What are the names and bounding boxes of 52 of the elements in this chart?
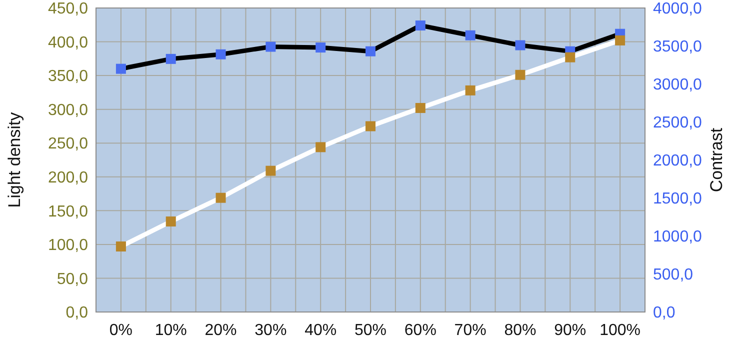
x-tick-label: 10% (154, 322, 187, 339)
point (366, 121, 376, 132)
y-tick-label: 200,0 (48, 169, 88, 186)
y-tick-label: 250,0 (48, 136, 88, 153)
x-tick-label: 70% (454, 322, 486, 339)
y-tick-label: 300,0 (48, 102, 88, 119)
x-tick-label: 20% (204, 322, 237, 339)
y2-tick-label: 2000,0 (653, 152, 702, 170)
point (266, 42, 276, 52)
point (515, 40, 526, 50)
point (216, 192, 226, 203)
point (415, 20, 426, 30)
y-tick-label: 450,0 (48, 0, 88, 18)
point (316, 42, 326, 53)
y-tick-label: 50,0 (56, 270, 88, 288)
x-tick-label: 40% (304, 322, 337, 339)
point (116, 241, 126, 252)
point (465, 30, 476, 40)
y2-tick-label: 1000,0 (653, 228, 702, 246)
x-tick-label: 90% (554, 322, 586, 339)
point (216, 49, 226, 60)
point (166, 54, 176, 64)
point (266, 166, 276, 176)
x-tick-label: 100% (600, 322, 641, 339)
y-tick-label: 100,0 (48, 237, 88, 254)
y2-tick-label: 3500,0 (653, 38, 702, 56)
y-tick-label: 0,0 (66, 304, 88, 322)
x-tick-label: 0% (109, 322, 133, 339)
y2-tick-label: 1500,0 (653, 190, 702, 208)
y-tick-label: 400,0 (48, 34, 88, 52)
y2-tick-label: 4000,0 (653, 0, 702, 18)
y2-axis-title: Contrast (706, 128, 726, 192)
y2-tick-label: 3000,0 (653, 76, 702, 94)
point (415, 102, 426, 113)
y2-tick-label: 0,0 (653, 304, 676, 322)
y-tick-label: 150,0 (48, 203, 88, 220)
point (615, 35, 626, 46)
x-tick-label: 50% (354, 322, 387, 339)
y-tick-label: 350,0 (48, 68, 88, 86)
y2-tick-label: 500,0 (653, 266, 694, 284)
point (316, 142, 326, 152)
x-tick-label: 30% (254, 322, 287, 339)
x-tick-label: 80% (504, 322, 536, 339)
point (166, 216, 176, 226)
point (366, 46, 376, 56)
point (116, 64, 126, 74)
point (565, 52, 576, 62)
point (465, 85, 476, 96)
x-tick-label: 60% (404, 322, 436, 339)
y2-tick-label: 2500,0 (653, 114, 702, 132)
y-axis-title: Light density (4, 112, 24, 208)
point (515, 70, 526, 80)
